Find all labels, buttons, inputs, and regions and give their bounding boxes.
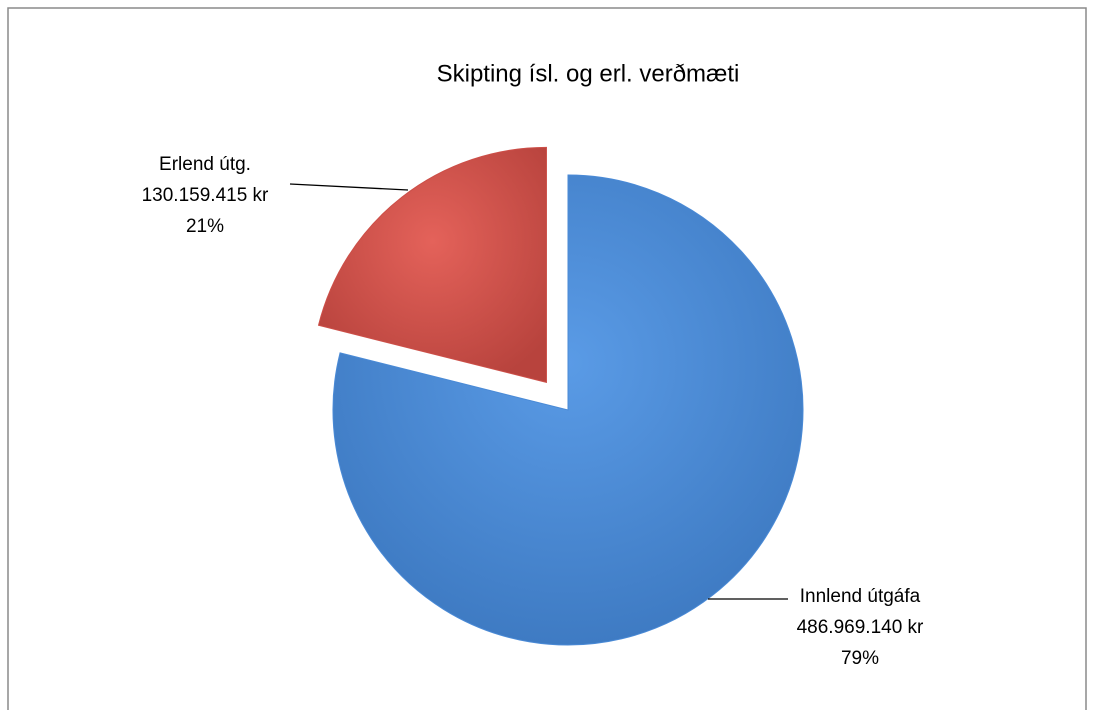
value-label: 486.969.140 kr xyxy=(797,617,924,638)
percent-label: 79% xyxy=(841,648,879,669)
chart-frame xyxy=(7,7,1087,710)
chart-title: Skipting ísl. og erl. verðmæti xyxy=(437,60,740,87)
percent-label: 21% xyxy=(186,216,224,237)
leader-line xyxy=(289,183,409,191)
slice-label: Innlend útgáfa xyxy=(800,586,921,607)
pie-slice xyxy=(332,174,804,646)
value-label: 130.159.415 kr xyxy=(142,185,269,206)
pie-slice xyxy=(317,146,547,384)
slice-label: Erlend útg. xyxy=(159,154,251,175)
